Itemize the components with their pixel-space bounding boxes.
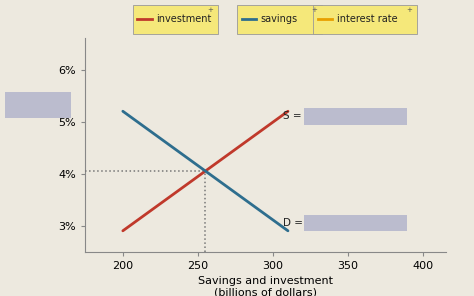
Bar: [237, 5, 322, 34]
Bar: [133, 5, 218, 34]
Bar: [304, 108, 407, 125]
Text: investment: investment: [156, 14, 212, 24]
Text: +: +: [208, 7, 213, 13]
Text: D =: D =: [283, 218, 303, 228]
Bar: [304, 215, 407, 231]
Text: savings: savings: [261, 14, 298, 24]
Bar: [313, 5, 417, 34]
X-axis label: Savings and investment
(billions of dollars): Savings and investment (billions of doll…: [198, 276, 333, 296]
Text: +: +: [312, 7, 318, 13]
Text: S =: S =: [283, 112, 302, 121]
Text: +: +: [407, 7, 412, 13]
Text: interest rate: interest rate: [337, 14, 397, 24]
